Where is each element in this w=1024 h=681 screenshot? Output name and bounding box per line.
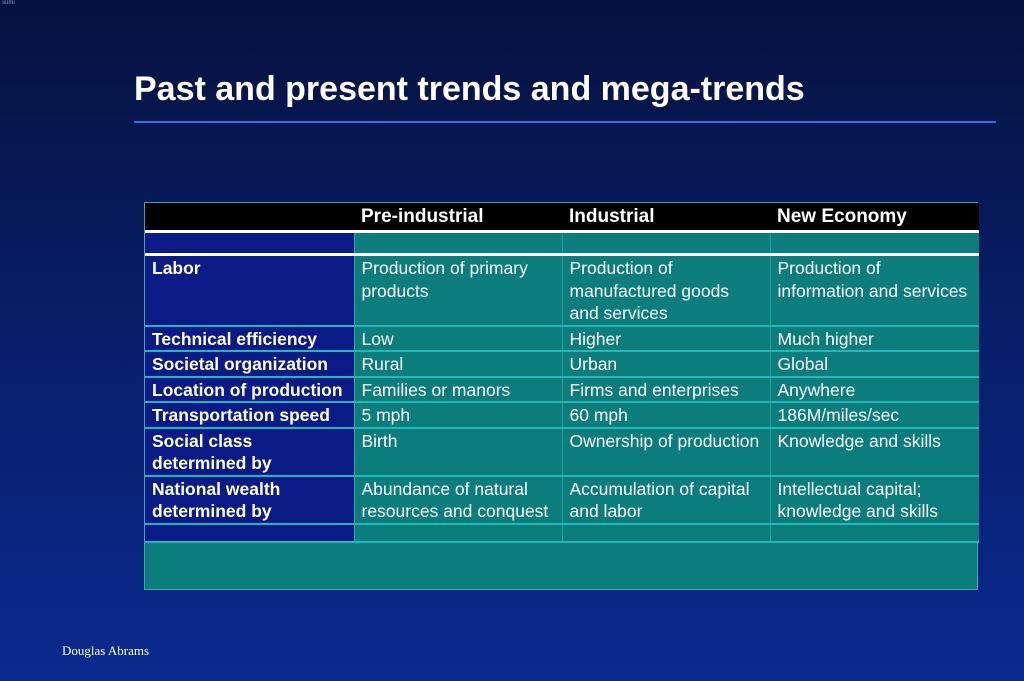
spacer-row: [145, 523, 979, 543]
spacer-cell: [353, 230, 562, 256]
row-label: Location of production: [145, 376, 355, 403]
row-label: National wealth determined by: [145, 475, 355, 525]
cell-pre-industrial: Rural: [353, 351, 562, 378]
cell-industrial: Urban: [561, 351, 770, 378]
cell-new-economy: Intellectual capital; knowledge and skil…: [769, 475, 979, 525]
cell-pre-industrial: Low: [353, 325, 562, 352]
cell-new-economy: Anywhere: [769, 376, 979, 403]
table-row-social-class: Social class determined by Birth Ownersh…: [145, 427, 979, 477]
table-row-labor: Labor Production of primary products Pro…: [145, 254, 979, 327]
footer-author: Douglas Abrams: [62, 643, 150, 658]
table-row-technical-efficiency: Technical efficiency Low Higher Much hig…: [145, 325, 979, 352]
cell-pre-industrial: 5 mph: [353, 402, 562, 429]
cell-new-economy: Knowledge and skills: [769, 427, 979, 477]
header-new-economy: New Economy: [770, 203, 979, 232]
cell-industrial: Production of manufactured goods and ser…: [561, 254, 770, 327]
header-pre-industrial: Pre-industrial: [354, 203, 562, 232]
table-row-national-wealth: National wealth determined by Abundance …: [145, 475, 979, 525]
spacer-cell: [561, 523, 770, 543]
cell-new-economy: 186M/miles/sec: [769, 402, 979, 429]
spacer-cell: [353, 523, 562, 543]
cell-industrial: 60 mph: [561, 402, 770, 429]
row-label: Transportation speed: [145, 402, 355, 429]
header-cell-corner: [145, 203, 354, 232]
row-label: Technical efficiency: [145, 325, 355, 352]
table-row-societal-organization: Societal organization Rural Urban Global: [145, 351, 979, 378]
spacer-cell: [145, 230, 355, 256]
header-industrial: Industrial: [562, 203, 770, 232]
trends-table: Pre-industrial Industrial New Economy La…: [145, 203, 979, 543]
spacer-cell: [145, 523, 355, 543]
row-label: Social class determined by: [145, 427, 355, 477]
table-row-transportation-speed: Transportation speed 5 mph 60 mph 186M/m…: [145, 402, 979, 429]
corner-mark: sumi: [2, 0, 15, 6]
row-label: Labor: [145, 254, 355, 327]
cell-new-economy: Global: [769, 351, 979, 378]
cell-new-economy: Much higher: [769, 325, 979, 352]
spacer-cell: [769, 230, 979, 256]
table-header-row: Pre-industrial Industrial New Economy: [145, 203, 979, 232]
cell-pre-industrial: Production of primary products: [353, 254, 562, 327]
spacer-cell: [561, 230, 770, 256]
cell-new-economy: Production of information and services: [769, 254, 979, 327]
spacer-cell: [769, 523, 979, 543]
slide-title: Past and present trends and mega-trends: [134, 70, 805, 108]
cell-pre-industrial: Abundance of natural resources and conqu…: [353, 475, 562, 525]
spacer-row: [145, 230, 979, 256]
row-label: Societal organization: [145, 351, 355, 378]
cell-industrial: Higher: [561, 325, 770, 352]
table-row-location-of-production: Location of production Families or manor…: [145, 376, 979, 403]
cell-industrial: Accumulation of capital and labor: [561, 475, 770, 525]
cell-industrial: Firms and enterprises: [561, 376, 770, 403]
title-divider: [134, 121, 996, 123]
trends-table-container: Pre-industrial Industrial New Economy La…: [144, 202, 979, 590]
cell-pre-industrial: Families or manors: [353, 376, 562, 403]
cell-pre-industrial: Birth: [353, 427, 562, 477]
cell-industrial: Ownership of production: [561, 427, 770, 477]
